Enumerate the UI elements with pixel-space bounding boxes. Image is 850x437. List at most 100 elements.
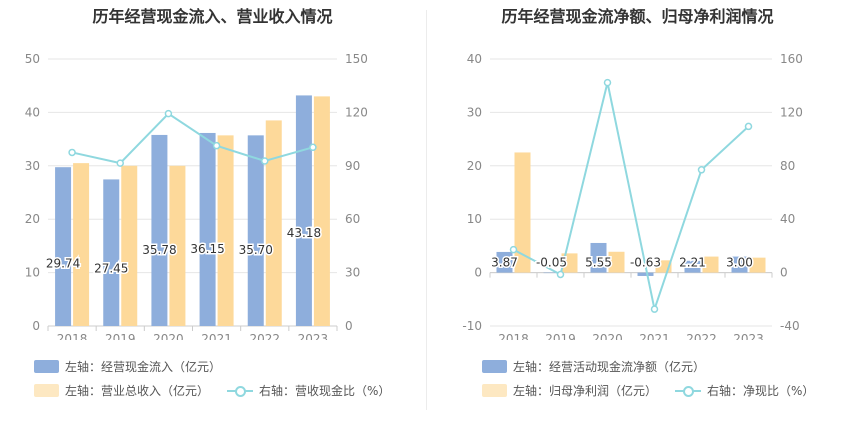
x-tick-label: 2021 — [201, 332, 232, 340]
data-label: 35.70 — [239, 243, 273, 257]
x-tick-label: 2023 — [733, 332, 764, 340]
right-axis-tick-label: 40 — [780, 212, 795, 226]
data-label: -0.05 — [536, 256, 567, 270]
bar — [73, 163, 90, 326]
legend-item-netcash[interactable]: 左轴：经营活动现金流净额（亿元） — [482, 358, 705, 375]
right-axis-tick-label: 160 — [780, 52, 803, 66]
data-label: 43.18 — [287, 226, 321, 240]
legend-line-swatch — [227, 384, 254, 398]
left-axis-tick-label: -10 — [462, 319, 482, 333]
legend-line-swatch — [675, 384, 702, 398]
left-axis-tick-label: 30 — [25, 159, 40, 173]
x-tick-label: 2018 — [57, 332, 88, 340]
line-point — [212, 141, 221, 150]
bar — [295, 95, 312, 327]
line-point — [509, 245, 518, 254]
x-tick-label: 2020 — [153, 332, 184, 340]
left-axis-tick-label: 10 — [25, 266, 40, 280]
bar — [702, 256, 719, 273]
line-point — [556, 270, 565, 279]
legend-label: 左轴：归母净利润（亿元） — [513, 384, 658, 398]
legend-swatch — [482, 360, 507, 373]
line-point — [261, 157, 269, 165]
bar — [247, 135, 264, 326]
bar — [169, 165, 186, 326]
x-tick-label: 2019 — [545, 332, 576, 340]
chart-right-svg: -10 -40 0 0 10 40 20 80 30 120 40 160 2018 2019 2020 20… — [462, 52, 803, 340]
bar — [637, 272, 654, 276]
bar — [684, 260, 701, 273]
bar — [514, 152, 531, 273]
bar — [103, 179, 120, 326]
legend-item-revenue[interactable]: 左轴：营业总收入（亿元） — [34, 382, 209, 399]
data-label: 36.15 — [190, 242, 224, 256]
bar — [121, 165, 138, 326]
right-axis-tick-label: 30 — [345, 266, 360, 280]
x-tick-label: 2018 — [498, 332, 529, 340]
panel-divider — [426, 10, 427, 410]
line-point — [116, 159, 124, 167]
left-axis-tick-label: 10 — [467, 212, 482, 226]
line-point — [744, 122, 753, 131]
left-axis-tick-label: 0 — [474, 266, 482, 280]
x-tick-label: 2021 — [639, 332, 670, 340]
bar — [590, 242, 607, 273]
bar — [217, 135, 234, 326]
legend-item-netratio[interactable]: 右轴：净现比（%） — [675, 382, 814, 399]
bar — [199, 132, 216, 326]
legend-label: 右轴：净现比（%） — [707, 384, 815, 398]
legend-label: 右轴：营收现金比（%） — [259, 384, 391, 398]
bar — [265, 120, 282, 326]
x-tick-label: 2022 — [249, 332, 280, 340]
data-label: 3.00 — [726, 256, 753, 270]
data-label: 5.55 — [585, 256, 612, 270]
bar — [543, 272, 560, 274]
bar — [608, 251, 625, 273]
left-axis-tick-label: 40 — [467, 52, 482, 66]
right-axis-tick-label: 60 — [345, 212, 360, 226]
data-label: -0.63 — [630, 256, 661, 270]
right-axis-tick-label: 120 — [345, 105, 368, 119]
data-label: 3.87 — [491, 256, 518, 270]
x-tick-label: 2023 — [298, 332, 329, 340]
x-tick-label: 2019 — [105, 332, 136, 340]
legend-label: 左轴：经营现金流入（亿元） — [65, 360, 222, 374]
series-line — [71, 112, 314, 165]
left-axis-tick-label: 0 — [32, 319, 40, 333]
legend-item-inflow[interactable]: 左轴：经营现金流入（亿元） — [34, 358, 221, 375]
bar — [731, 256, 748, 273]
bar — [55, 167, 72, 326]
series-line — [513, 82, 750, 313]
bar — [313, 96, 330, 326]
line-point — [164, 109, 173, 118]
left-axis-tick-label: 50 — [25, 52, 40, 66]
right-axis-tick-label: 90 — [345, 159, 360, 173]
bar — [496, 251, 513, 273]
chart-title: 历年经营现金流入、营业收入情况 — [92, 7, 333, 26]
right-axis-tick-label: 0 — [780, 266, 788, 280]
left-axis-tick-label: 20 — [25, 212, 40, 226]
legend-swatch — [482, 384, 507, 397]
legend-swatch — [34, 384, 59, 397]
legend-label: 左轴：经营活动现金流净额（亿元） — [513, 360, 706, 374]
line-point — [309, 143, 317, 152]
legend-row: 左轴：归母净利润（亿元） 右轴：净现比（%） — [482, 382, 814, 399]
legend-item-ratio[interactable]: 右轴：营收现金比（%） — [227, 382, 390, 399]
legend-row: 左轴：营业总收入（亿元） 右轴：营收现金比（%） — [34, 382, 390, 399]
data-label: 27.45 — [94, 261, 128, 275]
line-point — [697, 166, 706, 174]
legend-item-profit[interactable]: 左轴：归母净利润（亿元） — [482, 382, 657, 399]
chart-panel-right: 历年经营现金流净额、归母净利润情况 -10 -40 0 0 10 40 20 80 30 120 4… — [425, 0, 850, 437]
data-label: 29.74 — [46, 256, 80, 270]
right-axis-tick-label: 0 — [345, 319, 353, 333]
right-axis-tick-label: 150 — [345, 52, 368, 66]
left-axis-tick-label: 30 — [467, 105, 482, 119]
data-label: 2.21 — [679, 256, 706, 270]
legend-swatch — [34, 360, 59, 373]
bar — [749, 257, 766, 273]
chart-panel-left: 历年经营现金流入、营业收入情况 0 0 10 30 20 60 30 90 40 120 50 150… — [25, 7, 391, 399]
line-point — [68, 148, 76, 157]
right-axis-tick-label: 120 — [780, 105, 803, 119]
left-axis-tick-label: 40 — [25, 105, 40, 119]
x-tick-label: 2020 — [592, 332, 623, 340]
